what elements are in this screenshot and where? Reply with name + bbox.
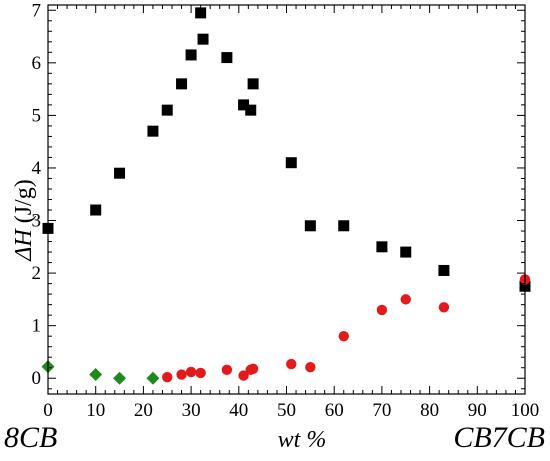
circle-data-point [400,294,411,305]
circle-data-point [195,367,206,379]
square-data-point [195,7,207,19]
square-data-point [114,167,126,179]
square-data-point [376,241,388,253]
y-tick-label: 3 [32,211,42,232]
axis-ticks: 0 10 20 30 40 50 60 70 80 90 100 0 1 2 3 4 5 6 7 [32,0,540,421]
diamond-data-point [113,371,127,385]
diamond-data-point [89,368,103,382]
right-composition-label: CB7CB [453,421,545,454]
x-tick-label: 100 [511,400,540,421]
y-axis-title-unit: (J/g) [11,179,37,229]
plot-frame [47,4,526,395]
x-tick-label: 80 [420,400,439,421]
square-data-point [245,104,257,116]
circle-data-point [162,371,173,383]
circle-data-point [438,302,450,313]
y-tick-label: 5 [32,105,42,126]
square-data-point [304,220,316,232]
y-tick-label: 4 [32,158,42,179]
square-data-point [161,104,173,116]
x-tick-label: 90 [468,400,487,421]
x-axis-title: wt % [278,427,327,453]
circle-data-point [376,304,388,316]
y-axis-title: ΔH (J/g) [11,179,37,261]
x-tick-label: 30 [182,400,201,421]
y-tick-label: 1 [32,316,42,337]
x-tick-label: 10 [86,400,105,421]
square-data-point [185,49,197,61]
square-data-point [176,78,188,90]
y-tick-label: 2 [32,263,42,284]
circle-data-point [221,364,233,376]
plot-area [41,7,531,385]
diamond-data-point [146,371,160,385]
square-data-point [438,264,450,276]
circle-data-point [338,330,349,342]
x-tick-label: 40 [229,400,248,421]
circle-data-point [185,366,197,378]
circle-data-point [176,369,187,380]
square-data-point [247,78,259,90]
x-tick-label: 70 [372,400,391,421]
circle-data-point [305,361,316,373]
x-tick-label: 20 [134,400,153,421]
y-tick-label: 7 [32,0,42,21]
x-tick-label: 60 [325,400,344,421]
x-tick-label: 0 [43,400,53,421]
left-composition-label: 8CB [4,421,57,454]
x-tick-label: 50 [277,400,296,421]
circle-data-point [247,363,259,374]
y-tick-label: 0 [32,368,42,389]
square-data-point [147,125,159,137]
square-data-point [197,33,209,45]
square-data-point [221,52,233,64]
square-data-point [338,220,350,232]
square-data-point [285,157,297,169]
circle-data-point [238,370,249,381]
square-data-point [400,246,412,258]
square-data-point [90,204,102,216]
y-axis-title-main: ΔH [11,228,37,262]
circle-data-point [286,358,297,370]
square-data-point [238,99,250,111]
y-tick-label: 6 [32,53,42,74]
